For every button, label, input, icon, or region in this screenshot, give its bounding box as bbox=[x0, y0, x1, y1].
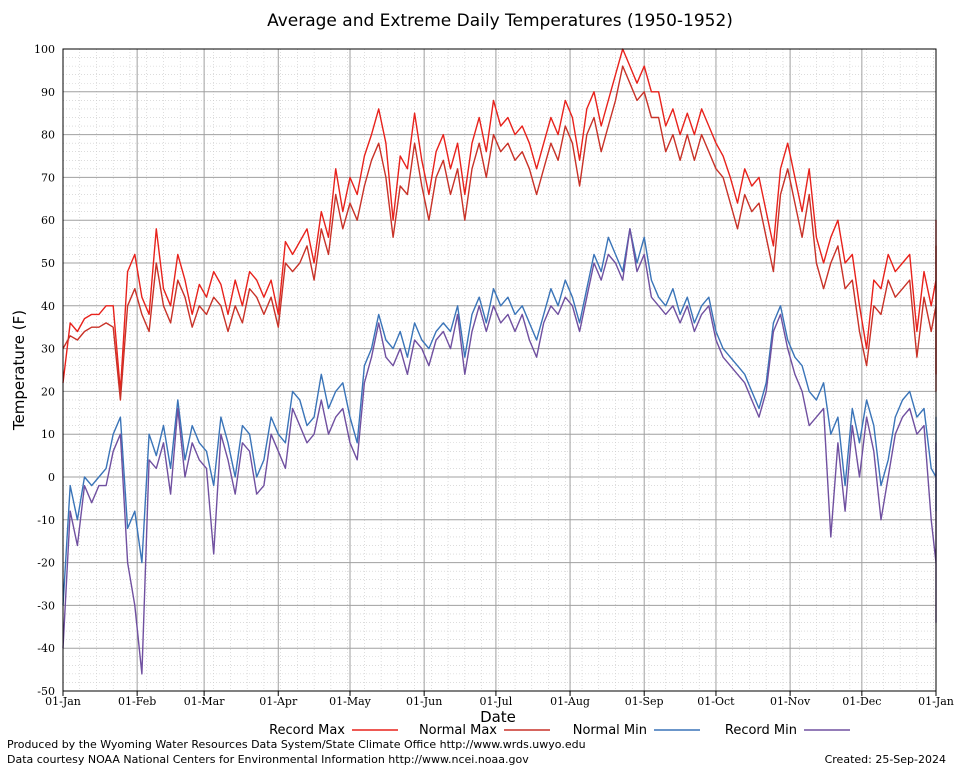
series-line-normal-min bbox=[62, 228, 937, 606]
legend-label: Record Max bbox=[269, 723, 345, 738]
y-tick-label: 90 bbox=[41, 86, 55, 99]
y-tick-label: -40 bbox=[37, 642, 55, 655]
x-tick-label: 01-Aug bbox=[550, 695, 590, 708]
x-tick-labels: 01-Jan 01-Feb 01-Mar 01-Apr 01-May 01-Jun 01-J… bbox=[45, 691, 954, 708]
x-tick-label: 01-Jan bbox=[918, 695, 954, 708]
y-tick-label: -50 bbox=[37, 685, 55, 698]
series-layer bbox=[62, 48, 937, 675]
series-line-record-max bbox=[62, 48, 937, 393]
x-tick-label: 01-May bbox=[329, 695, 372, 708]
legend-label: Normal Min bbox=[573, 723, 647, 738]
x-axis-label: Date bbox=[480, 708, 516, 726]
y-tick-label: 0 bbox=[48, 471, 55, 484]
legend-label: Record Min bbox=[725, 723, 797, 738]
x-tick-label: 01-Sep bbox=[625, 695, 664, 708]
series-line-record-min bbox=[62, 228, 937, 675]
plot-frame bbox=[62, 48, 937, 692]
chart-title: Average and Extreme Daily Temperatures (… bbox=[267, 11, 733, 31]
created-date: Created: 25-Sep-2024 bbox=[824, 753, 946, 766]
legend: Record Max Normal Max Normal Min Record Min bbox=[269, 723, 850, 738]
x-tick-label: 01-Jun bbox=[406, 695, 442, 708]
x-tick-label: 01-Apr bbox=[259, 695, 298, 708]
minor-grid bbox=[62, 49, 936, 691]
y-tick-label: 70 bbox=[41, 171, 55, 184]
x-tick-label: 01-Mar bbox=[184, 695, 226, 708]
y-tick-label: -20 bbox=[37, 557, 55, 570]
y-tick-label: 50 bbox=[41, 257, 55, 270]
y-tick-label: 30 bbox=[41, 343, 55, 356]
x-tick-label: 01-Jan bbox=[45, 695, 81, 708]
y-tick-label: -30 bbox=[37, 599, 55, 612]
x-tick-label: 01-Oct bbox=[697, 695, 735, 708]
y-axis-label: Temperature (F) bbox=[10, 310, 28, 431]
legend-label: Normal Max bbox=[419, 723, 497, 738]
x-tick-label: 01-Feb bbox=[118, 695, 156, 708]
credit-line-1: Produced by the Wyoming Water Resources … bbox=[7, 738, 586, 751]
x-tick-label: 01-Dec bbox=[842, 695, 881, 708]
y-tick-label: 10 bbox=[41, 428, 55, 441]
y-tick-label: 60 bbox=[41, 214, 55, 227]
major-grid bbox=[62, 48, 937, 692]
y-tick-label: 40 bbox=[41, 300, 55, 313]
y-tick-label: 20 bbox=[41, 385, 55, 398]
y-tick-label: -10 bbox=[37, 514, 55, 527]
y-tick-label: 80 bbox=[41, 129, 55, 142]
y-tick-label: 100 bbox=[34, 43, 55, 56]
x-tick-label: 01-Jul bbox=[480, 695, 513, 708]
series-line-normal-max bbox=[62, 65, 937, 401]
x-tick-label: 01-Nov bbox=[770, 695, 811, 708]
credit-line-2: Data courtesy NOAA National Centers for … bbox=[7, 753, 529, 766]
